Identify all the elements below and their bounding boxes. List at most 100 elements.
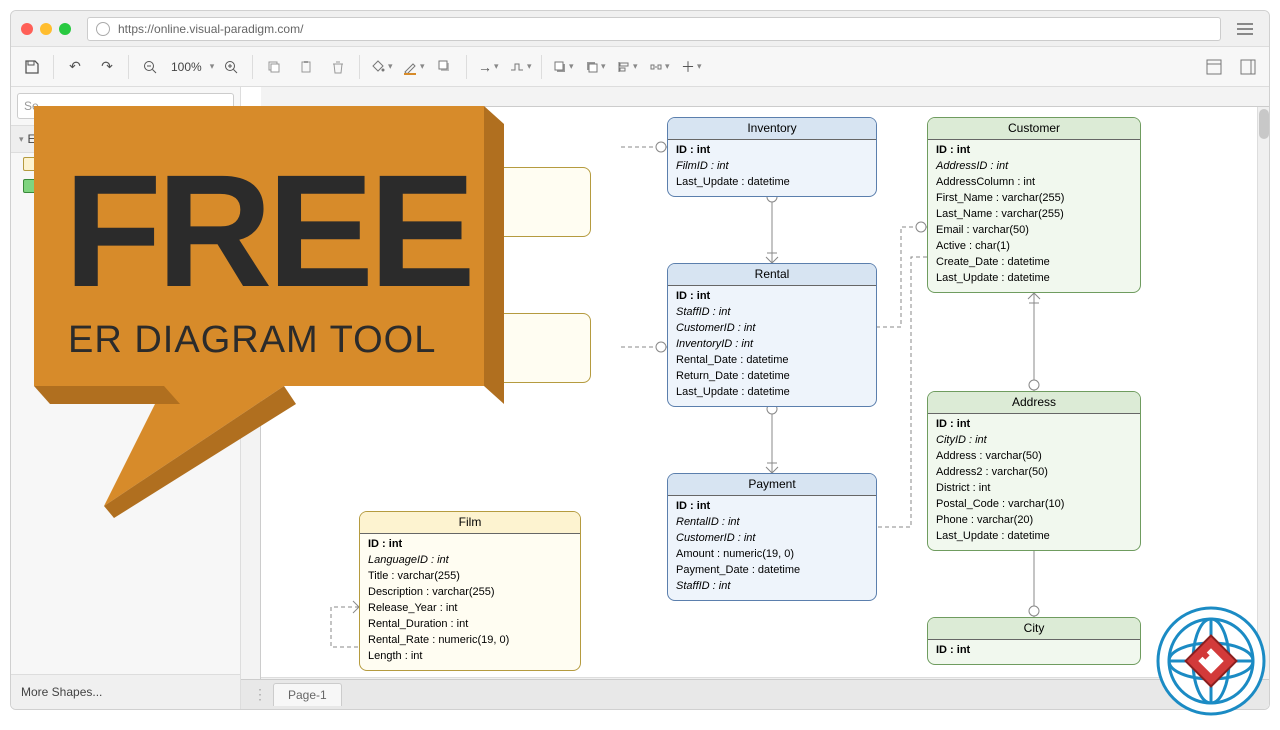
entity-column: Title : varchar(255) — [368, 569, 572, 585]
entity-inventory[interactable]: InventoryID : intFilmID : intLast_Update… — [667, 117, 877, 197]
to-back-icon[interactable]: ▾ — [580, 52, 610, 82]
shape-item-entity[interactable] — [11, 153, 240, 175]
entity-customer[interactable]: Customer ID : intAddressID : intAddressCo… — [927, 117, 1141, 293]
to-front-icon[interactable]: ▾ — [548, 52, 578, 82]
entity-title: Inventory — [668, 118, 876, 140]
save-icon[interactable] — [17, 52, 47, 82]
entity-column: Rental_Date : datetime — [676, 353, 868, 369]
add-icon[interactable]: ＋▾ — [676, 52, 706, 82]
entity-column: CityID : int — [936, 433, 1132, 449]
toolbar: ↶ ↷ 100% ▾ ▾ ▾ →▾ ▾ — [11, 47, 1269, 87]
menu-icon[interactable] — [1231, 17, 1259, 41]
entity-column: Last_Update : datetime — [936, 271, 1132, 287]
entity-column: Length : int — [368, 649, 572, 665]
brand-logo-icon — [1156, 606, 1266, 716]
entity-column: First_Name : varchar(255) — [936, 191, 1132, 207]
entity-rental[interactable]: Rental ID : intStaffID : intCustomerID : … — [667, 263, 877, 407]
minimize-window-button[interactable] — [40, 23, 52, 35]
entity-column: Phone : varchar(20) — [936, 513, 1132, 529]
entity-column: Payment_Date : datetime — [676, 563, 868, 579]
entity-column: Active : char(1) — [936, 239, 1132, 255]
url-bar[interactable]: https://online.visual-paradigm.com/ — [87, 17, 1221, 41]
entity-title: City — [928, 618, 1140, 640]
scrollbar-vertical[interactable] — [1257, 107, 1269, 689]
zoom-level[interactable]: 100% — [167, 60, 206, 74]
entity-column: ID : int — [676, 143, 868, 159]
search-placeholder: Se — [24, 99, 39, 113]
entity-address[interactable]: AddressID : intCityID : intAddress : var… — [927, 391, 1141, 551]
entity-column: Rental_Rate : numeric(19, 0) — [368, 633, 572, 649]
url-text: https://online.visual-paradigm.com/ — [118, 22, 303, 36]
entity-column: ID : int — [936, 143, 1132, 159]
zoom-in-icon[interactable] — [216, 52, 246, 82]
waypoint-icon[interactable]: ▾ — [505, 52, 535, 82]
zoom-dropdown-icon[interactable]: ▾ — [210, 61, 215, 72]
tab-menu-icon[interactable]: ⋮ — [247, 686, 273, 703]
entity-column: StaffID : int — [676, 579, 868, 595]
entity-column: CustomerID : int — [676, 531, 868, 547]
copy-icon[interactable] — [259, 52, 289, 82]
browser-window: https://online.visual-paradigm.com/ ↶ ↷ … — [10, 10, 1270, 710]
entity-column: Release_Year : int — [368, 601, 572, 617]
entity-column: Last_Name : varchar(255) — [936, 207, 1132, 223]
entity-title: Film — [360, 512, 580, 534]
connector-style-icon[interactable]: →▾ — [473, 52, 503, 82]
entity-column: AddressColumn : int — [936, 175, 1132, 191]
entity-film[interactable]: Film ID : intLanguageID : intTitle : varc… — [359, 511, 581, 671]
entity-column: Rental_Duration : int — [368, 617, 572, 633]
window-controls — [21, 23, 71, 35]
entity-column: StaffID : int — [676, 305, 868, 321]
entity-column: Address : varchar(50) — [936, 449, 1132, 465]
entity-column: Last_Update : datetime — [676, 175, 868, 191]
entity-column: Amount : numeric(19, 0) — [676, 547, 868, 563]
canvas[interactable]: InventoryID : intFilmID : intLast_Update… — [241, 87, 1269, 709]
entity-column: ID : int — [368, 537, 572, 553]
entity-column: Email : varchar(50) — [936, 223, 1132, 239]
entity-column: Postal_Code : varchar(10) — [936, 497, 1132, 513]
zoom-out-icon[interactable] — [135, 52, 165, 82]
maximize-window-button[interactable] — [59, 23, 71, 35]
titlebar: https://online.visual-paradigm.com/ — [11, 11, 1269, 47]
entity-column: ID : int — [676, 289, 868, 305]
entity-column: InventoryID : int — [676, 337, 868, 353]
entity-city[interactable]: City ID : int — [927, 617, 1141, 665]
outline-panel-icon[interactable] — [1233, 52, 1263, 82]
format-panel-icon[interactable] — [1199, 52, 1229, 82]
entity-column: ID : int — [936, 643, 1132, 659]
entity-column: LanguageID : int — [368, 553, 572, 569]
more-shapes-button[interactable]: More Shapes... — [11, 674, 240, 709]
undo-icon[interactable]: ↶ — [60, 52, 90, 82]
ruler-horizontal — [261, 87, 1269, 107]
entity-title: Customer — [928, 118, 1140, 140]
entity-hidden1[interactable] — [391, 167, 591, 237]
distribute-icon[interactable]: ▾ — [644, 52, 674, 82]
entity-column: Description : varchar(255) — [368, 585, 572, 601]
paste-icon[interactable] — [291, 52, 321, 82]
entity-column: Last_Update : datetime — [676, 385, 868, 401]
entity-column: Address2 : varchar(50) — [936, 465, 1132, 481]
line-color-icon[interactable]: ▾ — [398, 52, 428, 82]
shadow-icon[interactable] — [430, 52, 460, 82]
entity-column: ID : int — [676, 499, 868, 515]
delete-icon[interactable] — [323, 52, 353, 82]
entity-column: CustomerID : int — [676, 321, 868, 337]
entity-column: Create_Date : datetime — [936, 255, 1132, 271]
tab-page-1[interactable]: Page-1 — [273, 683, 342, 706]
entity-column: RentalID : int — [676, 515, 868, 531]
entity-title: Rental — [668, 264, 876, 286]
entity-payment[interactable]: PaymentID : intRentalID : intCustomerID … — [667, 473, 877, 601]
entity-column: AddressID : int — [936, 159, 1132, 175]
redo-icon[interactable]: ↷ — [92, 52, 122, 82]
fill-color-icon[interactable]: ▾ — [366, 52, 396, 82]
shape-search-input[interactable]: Se — [17, 93, 234, 119]
sidebar-section-entity[interactable]: En — [11, 125, 240, 153]
site-info-icon — [96, 22, 110, 36]
entity-column: District : int — [936, 481, 1132, 497]
ruler-vertical — [241, 107, 261, 689]
shape-item-entity-green[interactable] — [11, 175, 240, 197]
close-window-button[interactable] — [21, 23, 33, 35]
entity-column: Return_Date : datetime — [676, 369, 868, 385]
page-tabs: ⋮ Page-1 — [241, 679, 1269, 709]
align-icon[interactable]: ▾ — [612, 52, 642, 82]
entity-hidden2[interactable] — [391, 313, 591, 383]
